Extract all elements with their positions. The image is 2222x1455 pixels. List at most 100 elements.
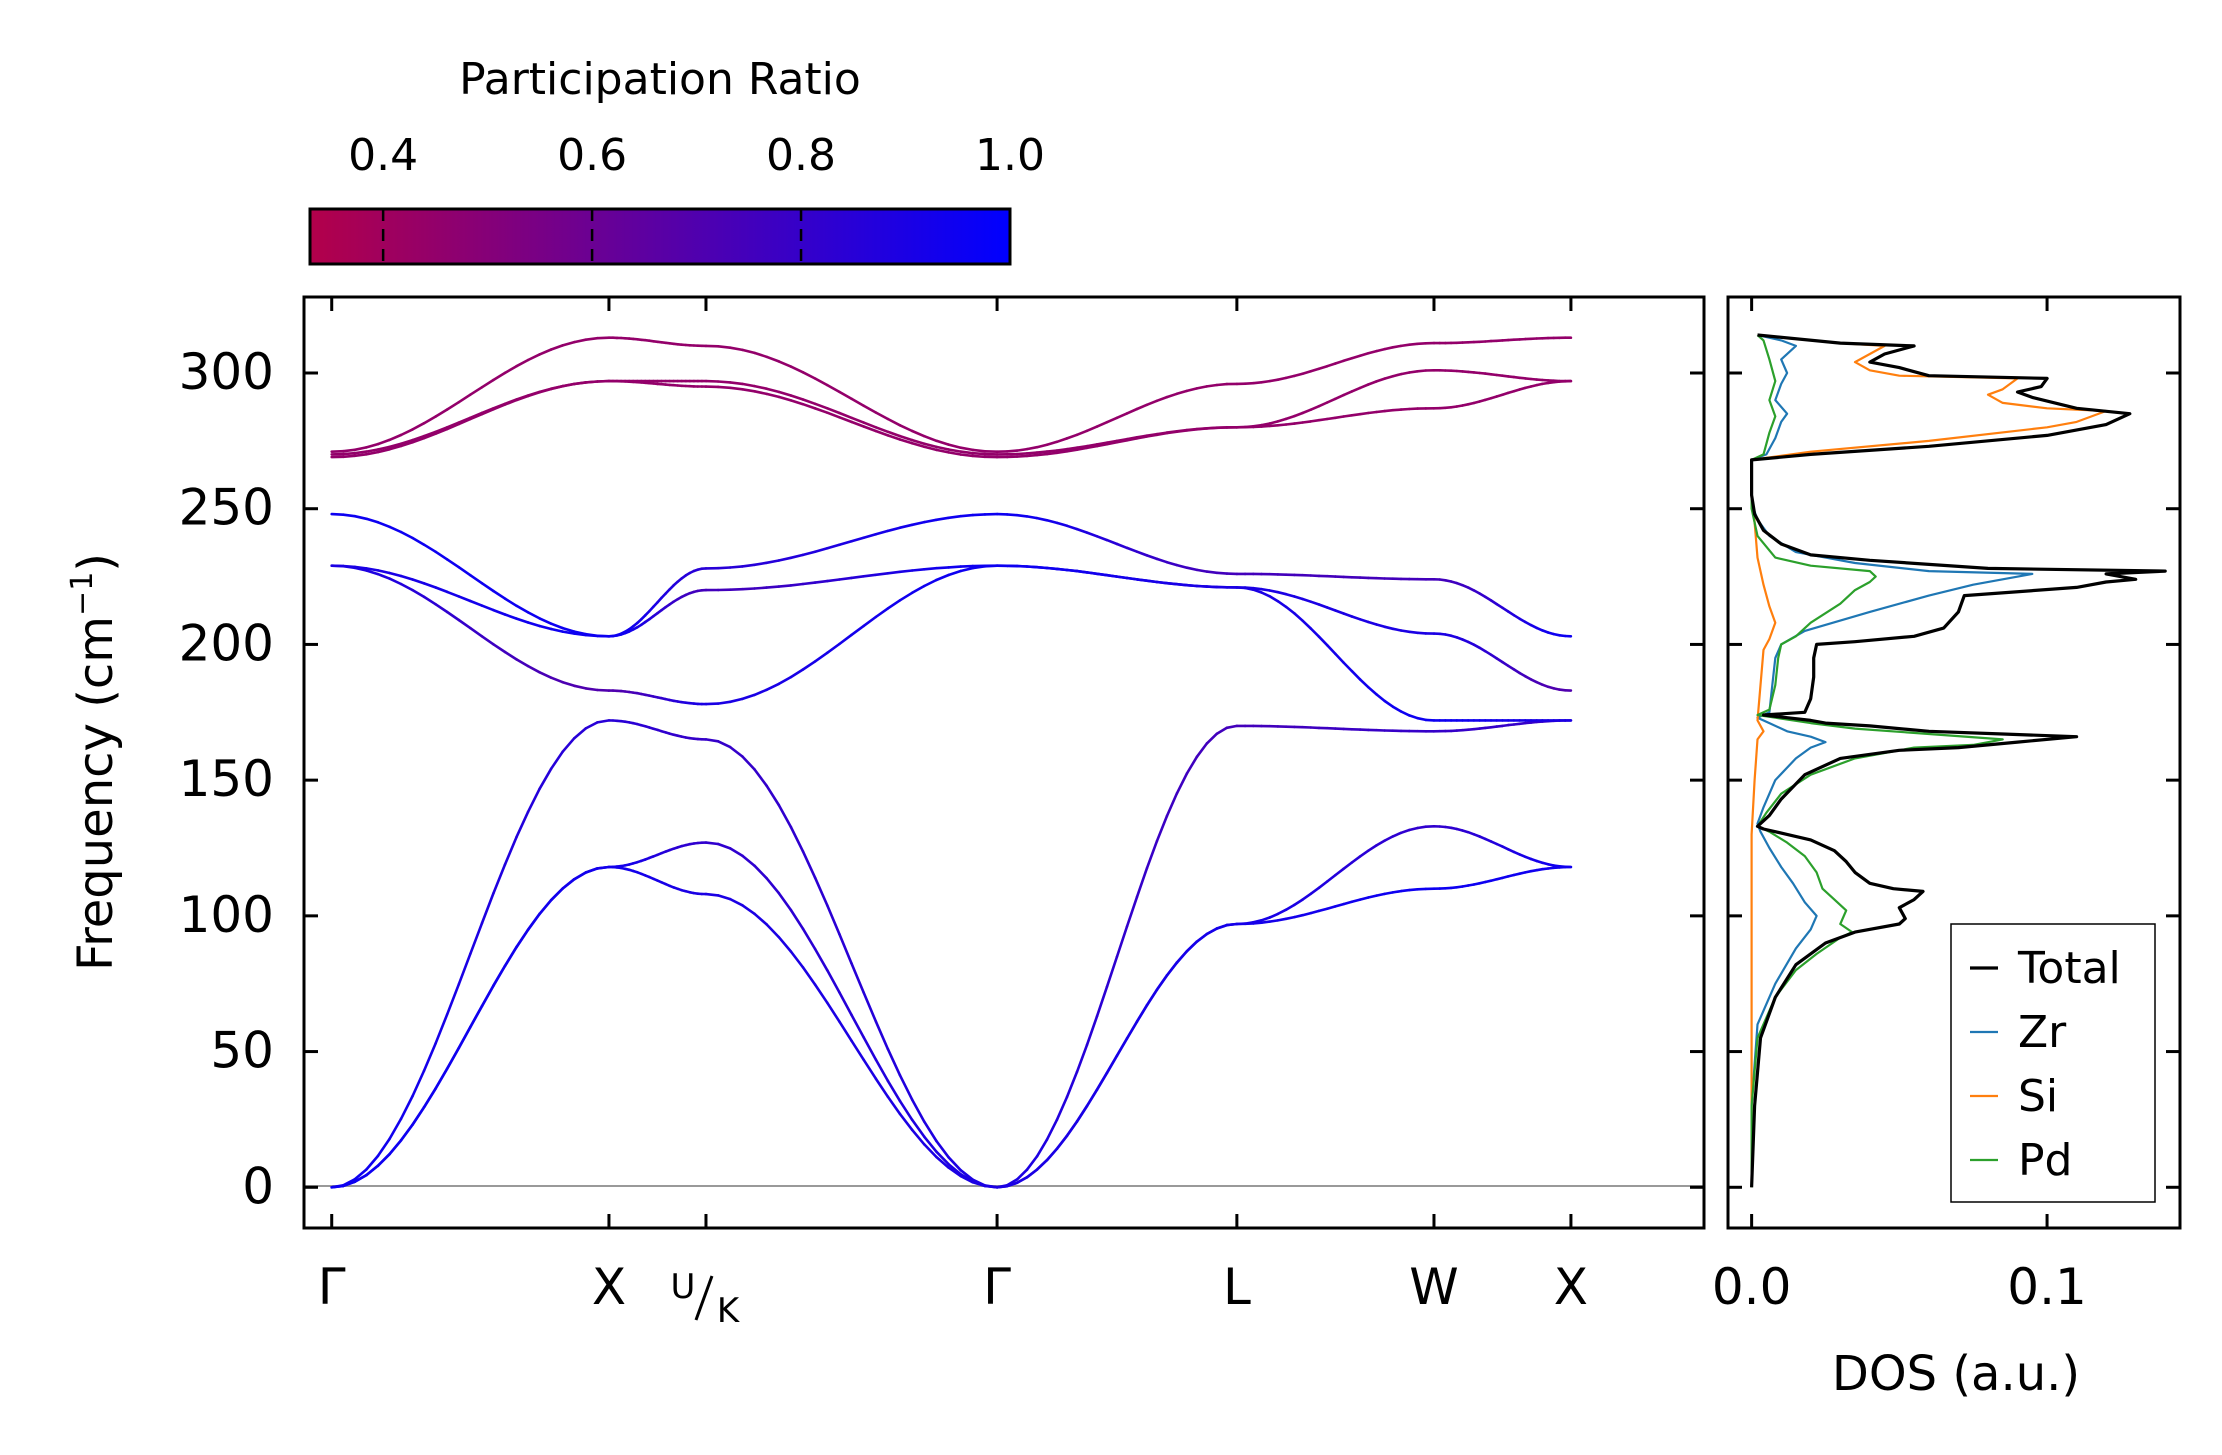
phonon-branch-segment [1391,889,1403,894]
phonon-branch-segment [445,590,461,598]
phonon-branch-segment [341,448,357,453]
phonon-branch-segment [838,633,853,646]
phonon-branch-segment [1309,909,1321,915]
phonon-branch-segment [825,543,841,550]
phonon-branch-segment [1383,345,1395,351]
phonon-branch-segment [1045,518,1059,525]
phonon-branch-segment [959,513,975,518]
phonon-branch-segment [468,573,484,585]
phonon-branch-segment [947,514,963,520]
phonon-branch-segment [959,450,975,455]
x-tick-label-high-symmetry-point: X [592,1258,626,1316]
phonon-branch-segment [1065,433,1079,440]
phonon-branch-segment [572,381,588,386]
phonon-branch-segment [910,429,926,438]
phonon-branch-segment [1367,894,1378,899]
phonon-branch-segment [572,871,588,881]
y-tick-label: 50 [210,1022,274,1080]
phonon-branch-segment [765,355,781,363]
phonon-branch-segment [492,371,507,382]
phonon-branch-segment [1268,919,1280,923]
phonon-branch-segment [1309,600,1321,606]
y-axis-label-unit-exponent: −1 [65,572,100,616]
phonon-branch-segment [1375,892,1386,897]
phonon-branch-segment [1399,343,1411,348]
dos-x-axis-label: DOS (a.u.) [1832,1346,2080,1402]
phonon-branch-segment [728,381,744,386]
phonon-branch-segment [1276,908,1288,916]
phonon-branch-segment [365,1164,380,1177]
phonon-branch-segment [1399,371,1411,376]
phonon-branch-segment [886,1095,902,1116]
phonon-branch-segment [1358,617,1370,624]
phonon-branch [330,824,1573,1189]
phonon-branch-segment [480,406,495,415]
phonon-branch-segment [898,569,914,574]
phonon-branch-segment [1035,1138,1049,1158]
phonon-branch-segment [813,546,829,554]
phonon-branch-segment [777,360,793,368]
phonon-branch-segment [874,529,890,536]
phonon-branch-segment [838,411,853,420]
phonon-branch-segment [1175,428,1189,433]
dos-curve-zr [1750,333,2034,1188]
phonon-branch-segment [1095,442,1109,448]
phonon-branch-segment [1301,597,1313,604]
phonon-branch-segment [1416,825,1428,830]
phonon-branch-segment [422,415,438,425]
phonon-branch-segment [741,382,756,388]
phonon-branch-segment [1075,446,1089,452]
phonon-branch-segment [886,598,902,610]
phonon-branch-segment [741,563,756,568]
phonon-branch-segment [434,425,449,434]
phonon-branch-segment [468,385,484,397]
phonon-branch-segment [874,1077,890,1099]
phonon-branch-segment [777,891,793,912]
phonon-branch-segment [365,1154,380,1171]
phonon-branch-segment [365,442,380,449]
legend-label-si: Si [2018,1071,2058,1122]
phonon-branch-segment [1268,423,1280,428]
phonon-branch-segment [399,428,414,437]
phonon-branch-segment [850,1039,866,1062]
phonon-branch-segment [353,450,368,455]
phonon-branch-segment [947,1166,963,1178]
phonon-branch-segment [1317,603,1329,609]
phonon-branch-segment [411,434,426,442]
phonon-branch-segment [1095,420,1109,428]
phonon-branch-segment [1350,855,1362,864]
phonon-branch-segment [376,520,391,529]
colorbar-tick-label: 0.6 [557,130,627,181]
phonon-branch-segment [422,430,438,438]
phonon-branch-segment [1185,940,1199,953]
phonon-branch-segment [1309,627,1321,639]
phonon-branch-segment [365,448,380,453]
phonon-branch-segment [838,576,853,581]
phonon-branch-segment [1135,434,1149,439]
phonon-branch-segment [422,1087,438,1109]
y-axis-label-close: ) [68,553,124,572]
phonon-branch-segment [1284,414,1296,421]
phonon-branch-segment [874,429,890,437]
phonon-branch-segment [1284,422,1296,426]
phonon-branch-segment [728,565,744,569]
phonon-branch-segment [1276,590,1288,596]
phonon-branch-segment [1095,985,1109,1018]
phonon-branch-segment [388,442,403,449]
phonon-branch-segment [850,416,866,424]
phonon-branch-segment [838,991,853,1017]
phonon-branch-segment [789,908,805,931]
phonon-branch [330,719,1573,1189]
phonon-branch-segment [1025,453,1039,458]
phonon-branch-segment [1105,955,1119,989]
phonon-branch-segment [1115,925,1129,958]
phonon-branch-segment [515,810,530,839]
phonon-branch-segment [1383,374,1395,380]
phonon-branch-segment [1383,408,1395,413]
phonon-branch-segment [1399,629,1411,634]
phonon-branch-segment [1055,449,1069,455]
phonon-branch-segment [765,559,781,565]
phonon-branch-segment [1165,961,1179,977]
phonon-branch-segment [1293,411,1304,418]
